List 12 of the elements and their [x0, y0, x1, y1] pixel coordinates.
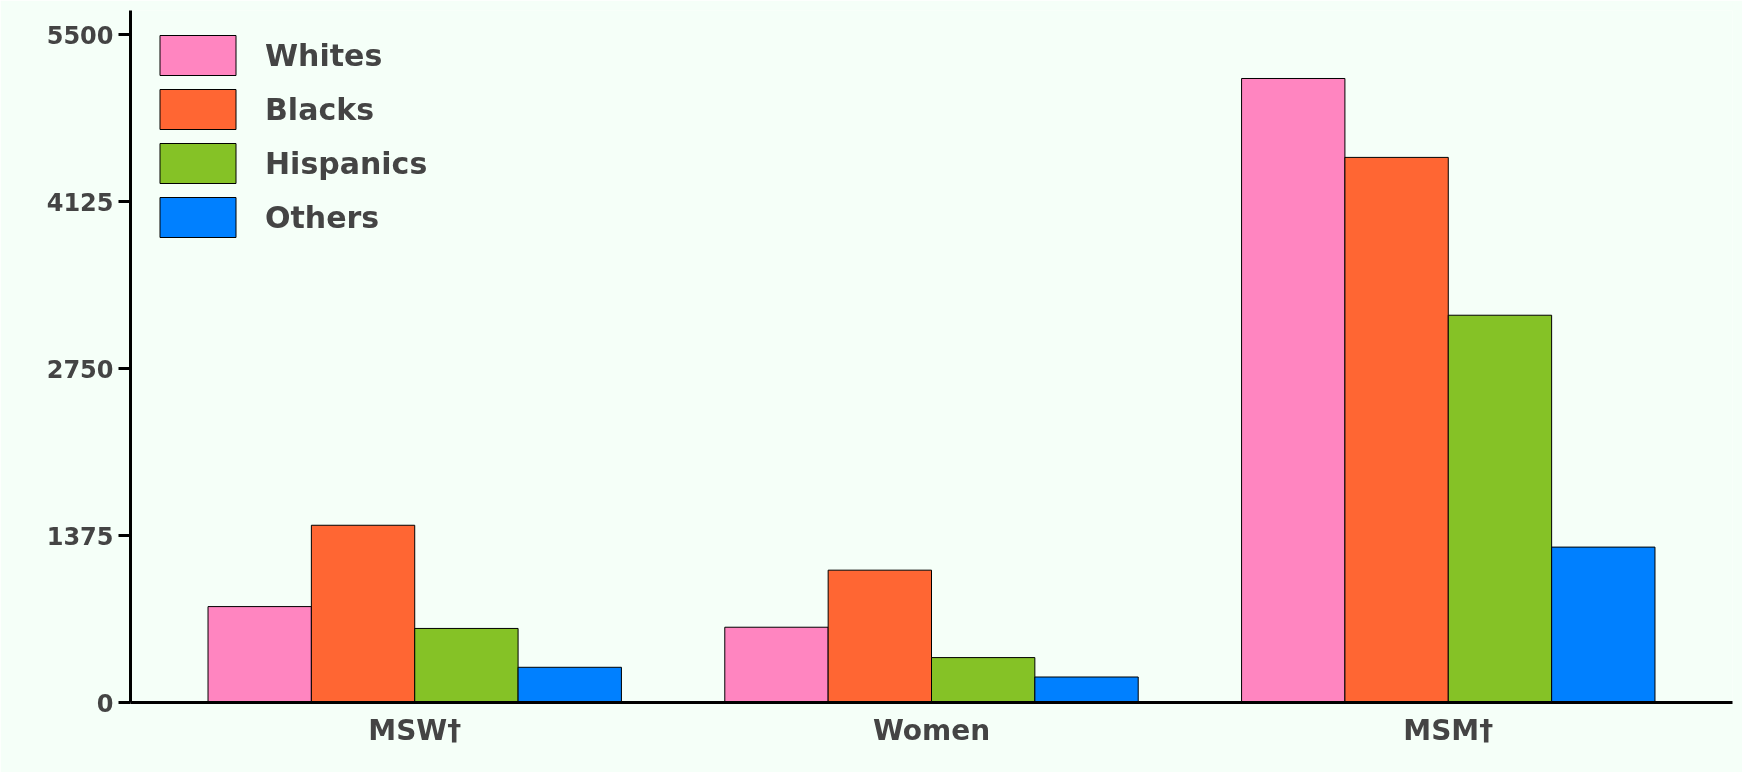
y-tick-label: 1375 — [46, 522, 114, 551]
y-tick-label: 4125 — [46, 188, 114, 217]
x-tick-label: Women — [872, 713, 991, 747]
x-tick-label: MSW† — [368, 713, 462, 747]
legend-label: Others — [265, 199, 380, 235]
legend-label: Whites — [265, 37, 383, 73]
y-tick-label: 0 — [96, 689, 114, 718]
legend-label: Hispanics — [265, 145, 428, 181]
y-tick-label: 5500 — [46, 21, 114, 50]
x-tick-label: MSM† — [1403, 713, 1494, 747]
y-tick-label: 2750 — [46, 355, 114, 384]
legend-label: Blacks — [265, 91, 374, 127]
